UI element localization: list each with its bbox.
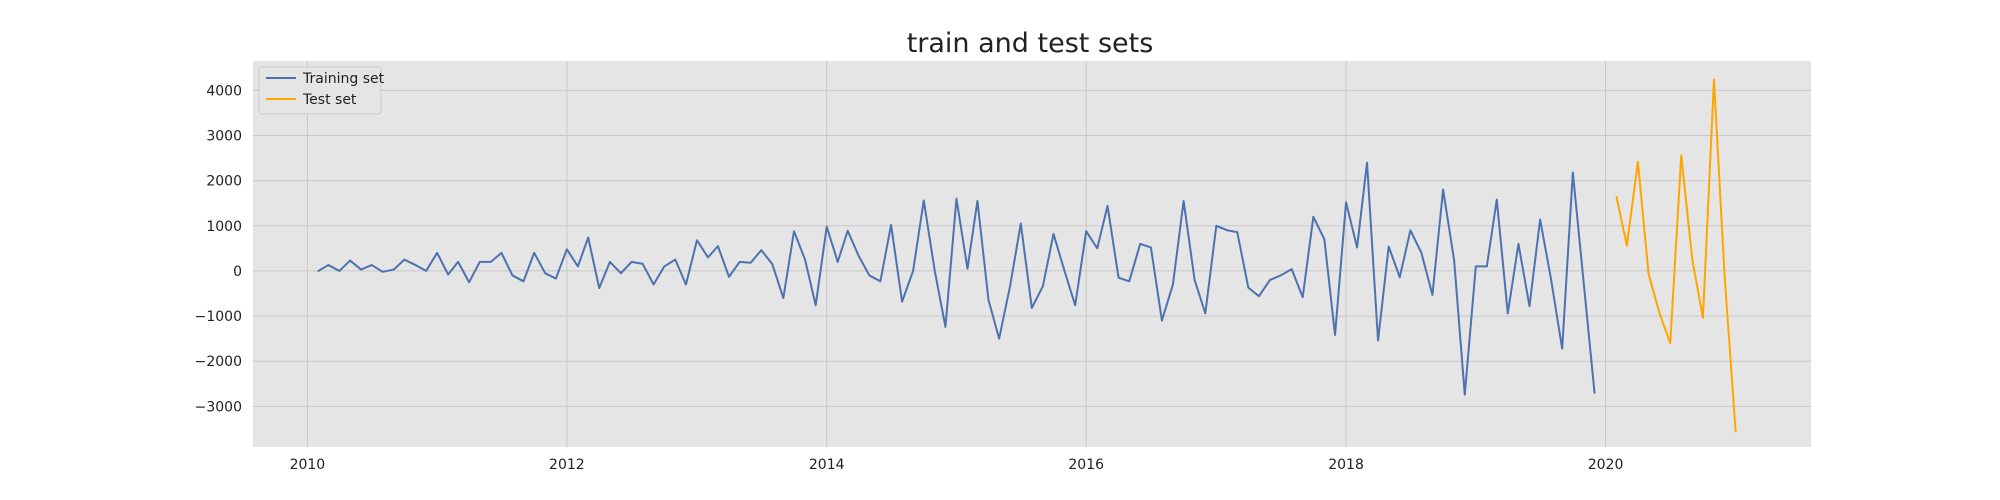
series-line-training-set [317, 161, 1596, 396]
y-tick-label: 0 [233, 264, 242, 280]
y-tick-label: 1000 [206, 219, 242, 235]
x-tick-label: 2016 [1068, 457, 1104, 473]
y-tick-label: −1000 [195, 309, 242, 325]
y-tick-label: −2000 [195, 354, 242, 370]
y-tick-label: 4000 [206, 83, 242, 99]
chart-title: train and test sets [907, 28, 1154, 59]
legend: Training set Test set [258, 66, 385, 115]
x-tick-label: 2020 [1588, 457, 1624, 473]
y-tick-label: 3000 [206, 128, 242, 144]
x-tick-label: 2018 [1328, 457, 1364, 473]
y-axis-ticks: 4000 3000 2000 1000 0 −1000 −2000 −3000 [195, 83, 242, 415]
series-layer [317, 78, 1737, 433]
x-tick-label: 2010 [290, 457, 326, 473]
series-line-test-set [1615, 78, 1737, 433]
y-tick-label: −3000 [195, 399, 242, 415]
legend-label-training-set: Training set [302, 71, 385, 87]
plot-background [253, 61, 1811, 447]
y-tick-label: 2000 [206, 174, 242, 190]
grid [253, 61, 1811, 447]
x-tick-label: 2012 [549, 457, 585, 473]
x-tick-label: 2014 [809, 457, 845, 473]
x-axis-ticks: 2010 2012 2014 2016 2018 2020 [290, 457, 1624, 473]
legend-label-test-set: Test set [302, 92, 357, 108]
